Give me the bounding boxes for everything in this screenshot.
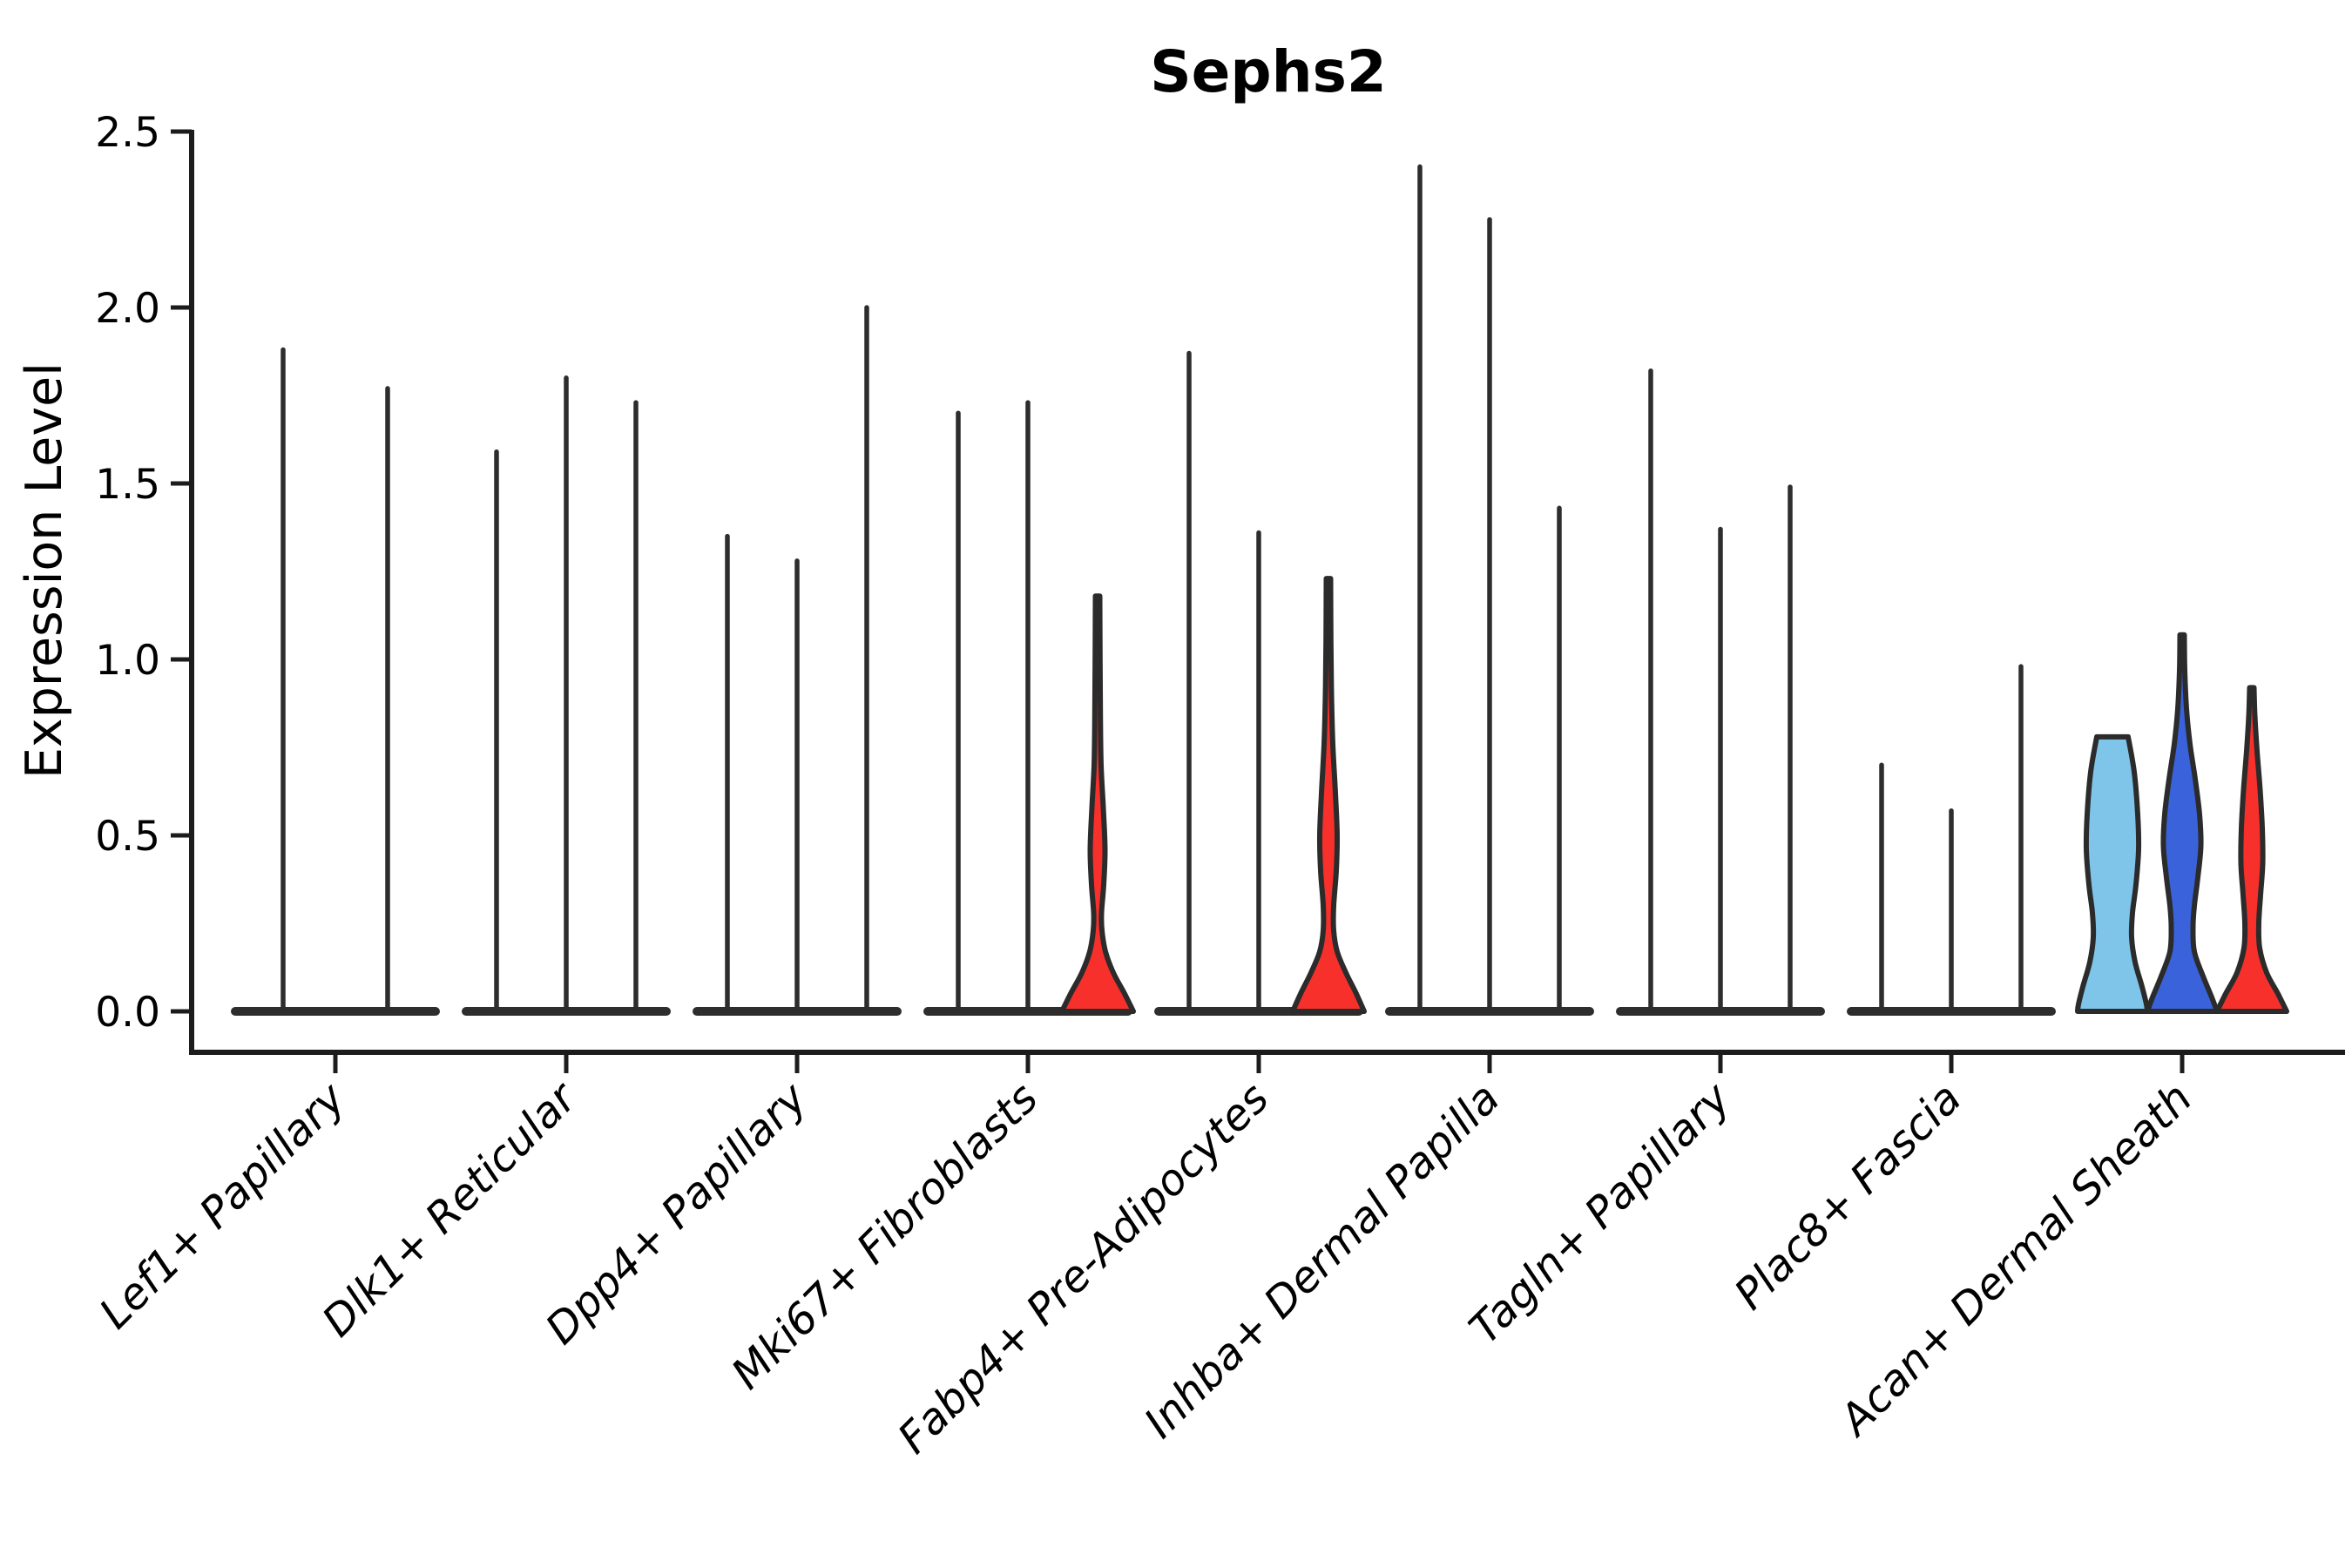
violin-red	[1290, 576, 1367, 1014]
violin-light_blue	[2075, 733, 2150, 1014]
y-tick-label: 2.5	[95, 109, 160, 157]
y-tick-label: 1.0	[95, 637, 160, 685]
violin-dark_blue	[2145, 632, 2220, 1014]
x-tick-label: Plac8+ Fascia	[1725, 1073, 1970, 1319]
violin-red	[2214, 685, 2289, 1014]
y-tick-label: 2.0	[95, 285, 160, 333]
y-axis-label: Expression Level	[16, 362, 73, 779]
chart-title: Sephs2	[1150, 38, 1387, 105]
x-tick-label: Dlk1+ Reticular	[313, 1071, 587, 1346]
violin-red	[1059, 593, 1136, 1014]
y-tick-label: 0.0	[95, 989, 160, 1037]
x-tick-label: Lef1+ Papillary	[90, 1072, 355, 1338]
x-tick-label: Fabp4+ Pre-Adipocytes	[889, 1073, 1279, 1463]
y-tick-label: 1.5	[95, 461, 160, 509]
y-tick-label: 0.5	[95, 813, 160, 861]
violin-base-disk	[231, 1007, 440, 1016]
